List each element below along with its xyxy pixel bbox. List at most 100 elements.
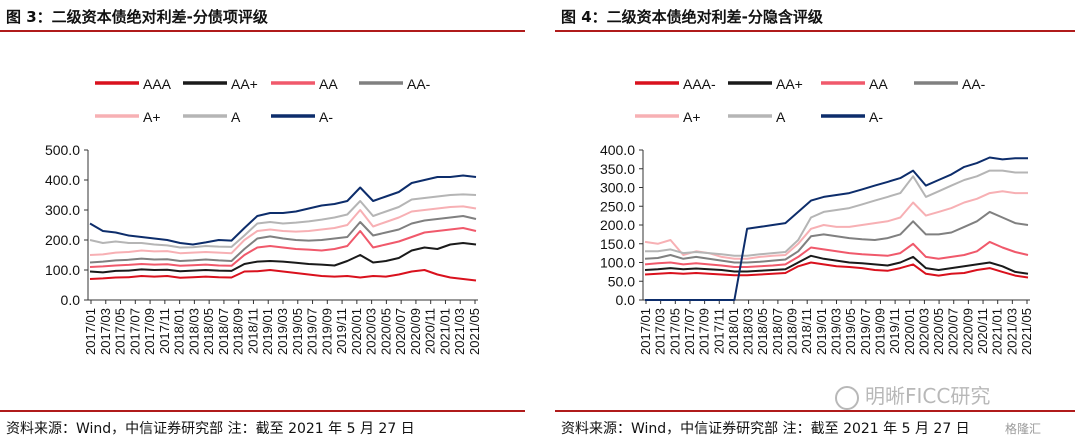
legend-label-0-5: A bbox=[231, 109, 241, 125]
figure-title-right: 图 4：二级资本债绝对利差-分隐含评级 bbox=[561, 8, 823, 26]
legend-label-0-3: AA- bbox=[407, 76, 431, 92]
x-tick-label-1-4: 2017/09 bbox=[697, 308, 712, 355]
legend-label-1-1: AA+ bbox=[776, 76, 803, 92]
series-line-0-AA bbox=[89, 227, 477, 268]
x-tick-label-0-15: 2019/07 bbox=[305, 308, 320, 355]
x-tick-label-1-13: 2019/03 bbox=[829, 308, 844, 355]
y-tick-label-1-4: 200.0 bbox=[600, 217, 635, 233]
legend-label-1-2: AA bbox=[869, 76, 888, 92]
legend-label-1-5: A bbox=[776, 109, 786, 125]
x-tick-label-0-0: 2017/01 bbox=[83, 308, 98, 355]
legend-label-1-4: A+ bbox=[683, 109, 701, 125]
y-tick-label-0-3: 200.0 bbox=[45, 232, 80, 248]
x-tick-label-0-9: 2018/07 bbox=[216, 308, 231, 355]
x-tick-label-1-20: 2020/05 bbox=[931, 308, 946, 355]
x-tick-label-0-4: 2017/09 bbox=[142, 308, 157, 355]
title-rule-right bbox=[555, 30, 1075, 32]
source-rule-left bbox=[0, 410, 525, 412]
x-tick-label-1-17: 2019/11 bbox=[887, 308, 902, 354]
x-tick-label-0-20: 2020/05 bbox=[378, 308, 393, 355]
x-tick-label-0-13: 2019/03 bbox=[275, 308, 290, 355]
x-tick-label-1-11: 2018/11 bbox=[799, 308, 814, 354]
x-tick-label-0-11: 2018/11 bbox=[245, 308, 260, 354]
source-note-left: 资料来源：Wind，中信证券研究部 注：截至 2021 年 5 月 27 日 bbox=[6, 421, 415, 437]
y-tick-label-0-0: 500.0 bbox=[45, 142, 80, 158]
x-tick-label-0-14: 2019/05 bbox=[290, 308, 305, 355]
y-tick-label-1-6: 100.0 bbox=[600, 255, 635, 271]
legend-label-1-3: AA- bbox=[962, 76, 986, 92]
source-note-right: 资料来源：Wind，中信证券研究部 注：截至 2021 年 5 月 27 日 bbox=[561, 421, 970, 437]
x-tick-label-1-15: 2019/07 bbox=[858, 308, 873, 355]
chart-left: AAA AA+ AA AA-A+ A A-500.0400.0300.0200.0100.… bbox=[45, 76, 482, 355]
x-tick-label-1-5: 2017/11 bbox=[711, 308, 726, 354]
title-rule-left bbox=[0, 30, 525, 32]
series-line-1-AAA- bbox=[644, 261, 1029, 279]
x-tick-label-0-2: 2017/05 bbox=[113, 308, 128, 355]
x-tick-label-0-23: 2020/11 bbox=[423, 308, 438, 354]
legend-label-0-1: AA+ bbox=[231, 76, 258, 92]
legend-label-0-2: AA bbox=[319, 76, 338, 92]
series-line-0-AA- bbox=[89, 215, 477, 264]
x-tick-label-1-19: 2020/03 bbox=[916, 308, 931, 355]
wechat-icon bbox=[835, 385, 859, 410]
y-tick-label-0-5: 0.0 bbox=[61, 292, 81, 308]
x-tick-label-1-24: 2021/01 bbox=[990, 308, 1005, 355]
x-tick-label-0-8: 2018/05 bbox=[201, 308, 216, 355]
series-line-1-AA+ bbox=[644, 254, 1029, 275]
series-line-0-AA+ bbox=[89, 242, 477, 274]
chart-panel-left: 图 3：二级资本债绝对利差-分债项评级 AAA AA+ AA AA- A+ A A- 500.… bbox=[0, 0, 525, 444]
x-tick-label-0-7: 2018/03 bbox=[186, 308, 201, 355]
watermark: 明晰FICC研究 bbox=[835, 380, 1075, 410]
series-line-0-A- bbox=[89, 174, 477, 246]
x-tick-label-1-22: 2020/09 bbox=[960, 308, 975, 355]
x-tick-label-1-9: 2018/07 bbox=[770, 308, 785, 355]
chart-panel-right: 图 4：二级资本债绝对利差-分隐含评级 AAA- AA+ AA AA- A+ A A- 400… bbox=[555, 0, 1080, 444]
legend-label-1-6: A- bbox=[869, 109, 883, 125]
legend-label-1-0: AAA- bbox=[683, 76, 716, 92]
x-tick-label-1-14: 2019/05 bbox=[843, 308, 858, 355]
x-tick-label-1-26: 2021/05 bbox=[1019, 308, 1034, 355]
x-tick-label-1-2: 2017/05 bbox=[667, 308, 682, 355]
x-tick-label-1-23: 2020/11 bbox=[975, 308, 990, 354]
y-tick-label-1-3: 250.0 bbox=[600, 198, 635, 214]
x-tick-label-0-1: 2017/03 bbox=[98, 308, 113, 355]
series-line-1-A- bbox=[645, 156, 1028, 301]
legend-label-0-4: A+ bbox=[143, 109, 161, 125]
series-line-0-A bbox=[89, 193, 477, 249]
legend-label-0-0: AAA bbox=[143, 76, 172, 92]
x-tick-label-0-10: 2018/09 bbox=[231, 308, 246, 355]
x-tick-label-0-21: 2020/07 bbox=[393, 308, 408, 355]
x-tick-label-0-22: 2020/09 bbox=[408, 308, 423, 355]
x-tick-label-0-24: 2021/01 bbox=[437, 308, 452, 355]
x-tick-label-0-17: 2019/11 bbox=[334, 308, 349, 354]
y-tick-label-1-1: 350.0 bbox=[600, 161, 635, 177]
x-tick-label-0-3: 2017/07 bbox=[127, 308, 142, 355]
y-tick-label-1-8: 0.0 bbox=[616, 292, 636, 308]
x-tick-label-0-16: 2019/09 bbox=[319, 308, 334, 355]
y-tick-label-0-1: 400.0 bbox=[45, 172, 80, 188]
y-tick-label-0-2: 300.0 bbox=[45, 202, 80, 218]
y-tick-label-0-4: 100.0 bbox=[45, 262, 80, 278]
watermark-sub: 格隆汇 bbox=[1005, 422, 1042, 436]
y-tick-label-1-2: 300.0 bbox=[600, 180, 635, 196]
figure-title-left: 图 3：二级资本债绝对利差-分债项评级 bbox=[6, 8, 268, 26]
x-tick-label-0-25: 2021/03 bbox=[452, 308, 467, 355]
x-tick-label-1-3: 2017/07 bbox=[682, 308, 697, 355]
x-tick-label-1-21: 2020/07 bbox=[946, 308, 961, 355]
x-tick-label-1-16: 2019/09 bbox=[872, 308, 887, 355]
series-line-0-AAA bbox=[89, 269, 477, 282]
x-tick-label-1-8: 2018/05 bbox=[755, 308, 770, 355]
series-line-0-A+ bbox=[89, 205, 477, 256]
x-tick-label-1-25: 2021/03 bbox=[1004, 308, 1019, 355]
x-tick-label-1-12: 2019/01 bbox=[814, 308, 829, 355]
x-tick-label-0-12: 2019/01 bbox=[260, 308, 275, 355]
x-tick-label-0-5: 2017/11 bbox=[157, 308, 172, 354]
x-tick-label-1-6: 2018/01 bbox=[726, 308, 741, 355]
series-line-1-A bbox=[645, 169, 1028, 257]
x-tick-label-0-18: 2020/01 bbox=[349, 308, 364, 355]
chart-right: AAA- AA+ AA AA-A+ A A-400.0350.0300.0250.0200… bbox=[600, 76, 1034, 355]
series-line-1-AA bbox=[644, 240, 1029, 268]
watermark-text: 明晰FICC研究 bbox=[865, 384, 991, 408]
x-tick-label-1-18: 2020/01 bbox=[902, 308, 917, 355]
y-tick-label-1-7: 50.0 bbox=[608, 273, 635, 289]
